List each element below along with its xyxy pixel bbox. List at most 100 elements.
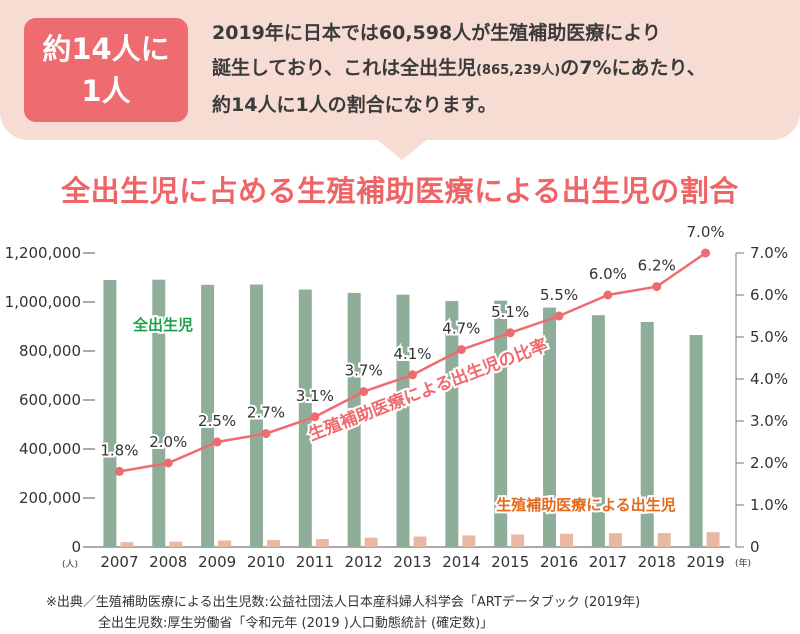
x-tick-label: 2014 (442, 553, 480, 571)
x-tick-label: 2011 (296, 553, 334, 571)
source-line2: 全出生児数:厚生労働省「令和元年 (2019 )人口動態統計 (確定数)」 (98, 616, 494, 631)
ratio-point (261, 429, 271, 439)
right-tick-label: 2.0% (750, 454, 788, 472)
right-tick-label: 4.0% (750, 370, 788, 388)
ratio-data-label: 4.7% (442, 320, 480, 338)
right-tick-label: 5.0% (750, 328, 788, 346)
bar-art-births (560, 533, 574, 547)
x-tick-label: 2016 (540, 553, 578, 571)
ratio-point (505, 328, 515, 338)
bar-total-births (396, 294, 410, 547)
left-tick-label: 800,000 (19, 342, 81, 360)
callout-line1: 2019年に日本では60,598人が生殖補助医療により (212, 22, 661, 44)
bar-art-births (413, 536, 427, 547)
ratio-data-label: 6.0% (589, 265, 627, 283)
callout-text: 2019年に日本では60,598人が生殖補助医療により 誕生しており、これは全出… (212, 16, 782, 123)
callout-line2-small: (865,239人) (476, 63, 561, 78)
bar-total-births (494, 300, 508, 547)
badge-line1: 約14人に (42, 32, 170, 66)
left-tick-label: 1,000,000 (5, 293, 81, 311)
x-tick-label: 2010 (247, 553, 285, 571)
ratio-data-label: 5.5% (540, 286, 578, 304)
bar-total-births (103, 279, 117, 547)
ratio-point (163, 458, 173, 468)
left-tick-label: 0 (71, 538, 81, 556)
bar-total-births (201, 284, 215, 547)
bar-total-births (445, 301, 459, 547)
right-tick-label: 3.0% (750, 412, 788, 430)
ratio-data-label: 3.1% (296, 387, 334, 405)
ratio-data-label: 6.2% (638, 257, 676, 275)
bar-art-births (511, 534, 525, 547)
bar-art-births (120, 542, 134, 547)
ratio-badge: 約14人に 1人 (24, 18, 188, 122)
ratio-point (212, 437, 222, 447)
bar-total-births (640, 321, 654, 547)
callout-line2-a: 誕生しており、これは全出生児 (212, 57, 477, 79)
source-note: ※出典／生殖補助医療による出生児数:公益社団法人日本産科婦人科学会「ARTデータ… (46, 592, 640, 634)
left-tick-label: 400,000 (19, 440, 81, 458)
x-tick-label: 2013 (393, 553, 431, 571)
ratio-data-label: 2.5% (198, 412, 236, 430)
ratio-point (701, 248, 711, 258)
bar-art-births (315, 539, 329, 547)
bar-total-births (347, 292, 361, 547)
ratio-point (652, 282, 662, 292)
ratio-data-label: 3.7% (345, 362, 383, 380)
x-tick-label: 2008 (149, 553, 187, 571)
x-tick-label: 2007 (100, 553, 138, 571)
right-tick-label: 1.0% (750, 496, 788, 514)
left-tick-label: 600,000 (19, 391, 81, 409)
bar-total-births (298, 289, 312, 547)
callout-line2-b: の7%にあたり、 (560, 57, 706, 79)
ratio-point (554, 311, 564, 321)
left-tick-label: 200,000 (19, 489, 81, 507)
series-label-art: 生殖補助医療による出生児 (496, 496, 676, 514)
bar-art-births (169, 541, 183, 547)
bar-art-births (462, 535, 476, 547)
bar-art-births (266, 539, 280, 547)
bar-total-births (249, 284, 263, 547)
left-tick-label: 1,200,000 (5, 244, 81, 262)
callout-pointer (375, 138, 429, 160)
bar-art-births (706, 532, 720, 547)
chart-title: 全出生児に占める生殖補助医療による出生児の割合 (61, 174, 739, 208)
x-tick-label: 2019 (686, 553, 724, 571)
bar-total-births (591, 315, 605, 547)
ratio-data-label: 4.1% (393, 345, 431, 363)
bar-total-births (689, 335, 703, 547)
left-axis-unit: (人) (62, 559, 78, 570)
ratio-point (310, 412, 320, 422)
bar-art-births (364, 537, 378, 547)
right-tick-label: 7.0% (750, 244, 788, 262)
bar-total-births (152, 279, 166, 547)
right-tick-label: 6.0% (750, 286, 788, 304)
badge-line2: 1人 (81, 74, 131, 108)
bar-art-births (657, 533, 671, 547)
bar-art-births (218, 540, 232, 547)
right-tick-label: 0 (750, 538, 760, 556)
x-tick-label: 2012 (345, 553, 383, 571)
bar-art-births (608, 533, 622, 547)
source-line1: ※出典／生殖補助医療による出生児数:公益社団法人日本産科婦人科学会「ARTデータ… (46, 595, 641, 610)
x-axis-unit: (年) (735, 557, 751, 569)
ratio-data-label: 2.0% (149, 433, 187, 451)
ratio-data-label: 5.1% (491, 303, 529, 321)
x-tick-label: 2018 (638, 553, 676, 571)
ratio-data-label: 1.8% (100, 441, 138, 459)
ratio-point (359, 387, 369, 397)
x-tick-label: 2009 (198, 553, 236, 571)
x-tick-label: 2017 (589, 553, 627, 571)
ratio-data-label: 7.0% (687, 223, 725, 241)
callout-line2: 誕生しており、これは全出生児(865,239人)の7%にあたり、 (212, 51, 782, 88)
x-tick-label: 2015 (491, 553, 529, 571)
ratio-point (408, 370, 417, 380)
ratio-point (456, 345, 466, 355)
ratio-data-label: 2.7% (247, 404, 285, 422)
series-label-total: 全出生児 (132, 316, 193, 334)
ratio-point (603, 290, 613, 300)
ratio-point (114, 466, 124, 476)
callout-line3: 約14人に1人の割合になります。 (212, 94, 497, 116)
bar-total-births (543, 307, 557, 547)
